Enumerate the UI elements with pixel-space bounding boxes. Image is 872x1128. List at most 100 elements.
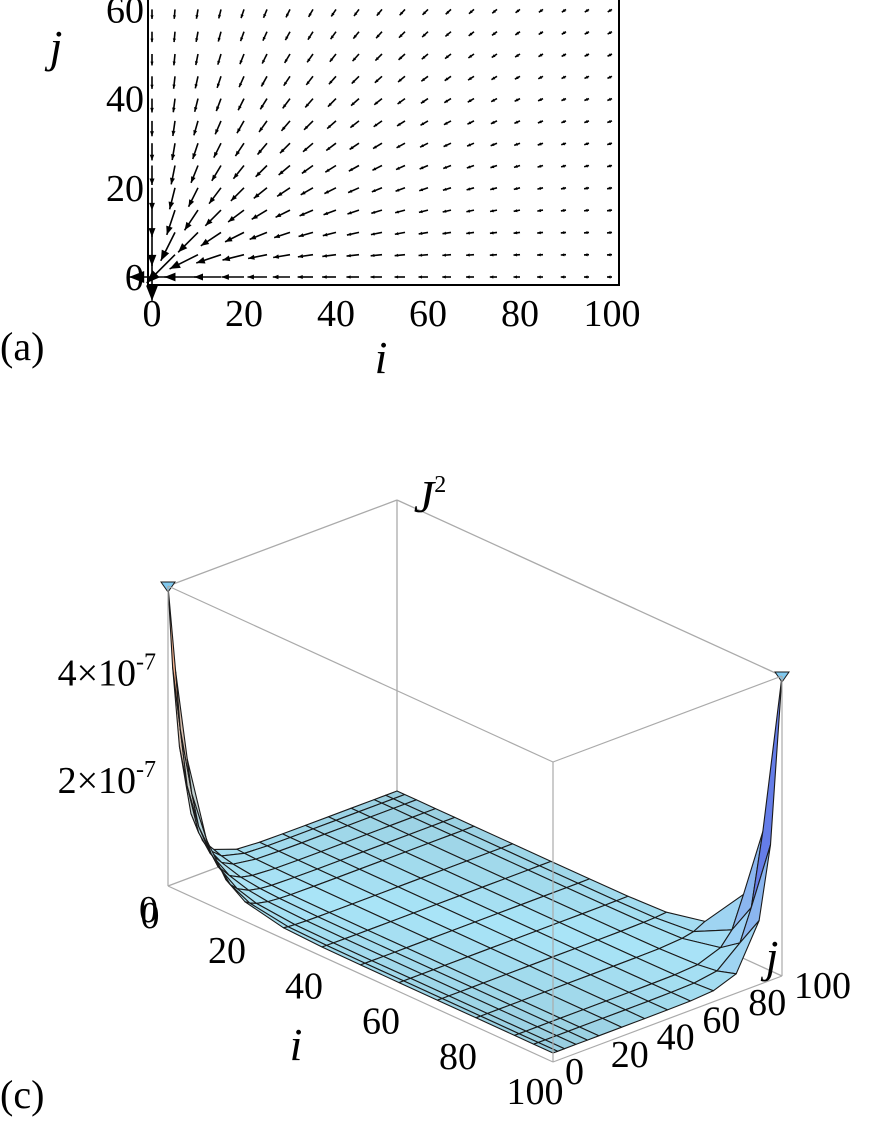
field-arrow-head — [561, 75, 566, 79]
field-arrow — [328, 75, 337, 85]
field-arrow-head — [422, 11, 427, 15]
field-arrow-head — [395, 210, 399, 214]
field-arrow-head — [607, 230, 611, 235]
field-arrow-head — [286, 13, 290, 18]
field-arrow — [239, 53, 245, 65]
field-arrow — [442, 187, 452, 192]
field-arrow-head — [299, 212, 305, 216]
field-arrow — [193, 120, 199, 136]
field-arrow — [513, 142, 521, 147]
field-arrow — [150, 98, 154, 113]
field-arrow-head — [170, 154, 176, 161]
field-arrow-head — [217, 37, 221, 42]
field-arrow — [394, 275, 405, 279]
field-arrow-head — [490, 165, 495, 169]
field-arrow — [297, 275, 313, 279]
field-arrow-head — [239, 60, 243, 65]
field-arrow-head — [191, 176, 196, 183]
field-arrow — [443, 97, 452, 104]
field-arrow — [224, 231, 245, 243]
field-arrow — [282, 98, 291, 109]
field-arrow — [513, 164, 521, 169]
field-arrow-head — [372, 167, 377, 171]
field-arrow — [418, 253, 429, 257]
field-arrow-head — [239, 82, 243, 88]
field-arrow — [491, 8, 498, 14]
box-edge — [552, 975, 783, 1063]
field-arrow — [259, 98, 268, 110]
field-arrow — [537, 164, 544, 168]
field-arrow — [372, 142, 383, 150]
field-arrow-head — [373, 123, 378, 127]
field-arrow — [323, 209, 337, 216]
field-arrow — [394, 231, 406, 236]
field-arrow — [607, 8, 613, 13]
field-arrow — [172, 76, 176, 89]
field-arrow-head — [285, 36, 289, 41]
field-arrow — [419, 187, 429, 192]
field-arrow — [442, 275, 451, 279]
field-arrow-head — [584, 230, 588, 235]
field-arrow — [398, 31, 406, 39]
field-arrow — [419, 142, 429, 148]
field-arrow — [513, 275, 520, 279]
field-arrow — [284, 31, 291, 41]
field-arrow-head — [466, 209, 471, 213]
field-arrow-head — [514, 76, 519, 80]
field-arrow — [583, 208, 590, 212]
field-arrow-head — [353, 34, 357, 39]
field-arrow — [172, 31, 176, 43]
field-arrow-head — [561, 164, 565, 168]
field-arrow-head — [184, 221, 192, 231]
field-arrow-head — [275, 213, 282, 218]
field-arrow — [538, 53, 544, 58]
field-arrow — [214, 120, 222, 135]
field-arrow-head — [466, 165, 471, 169]
field-arrow-head — [222, 255, 231, 262]
field-arrow-head — [233, 172, 239, 179]
field-arrow-head — [443, 121, 448, 125]
field-arrow-head — [491, 54, 496, 58]
panel-a-y-tick-label: 40 — [106, 79, 144, 121]
field-arrow-head — [218, 14, 222, 19]
field-arrow-head — [274, 233, 281, 238]
field-arrow — [606, 164, 613, 168]
field-arrow — [538, 8, 544, 13]
field-arrow-head — [514, 98, 519, 102]
field-arrow — [177, 231, 199, 253]
field-arrow-head — [375, 57, 379, 61]
field-arrow-head — [170, 177, 175, 185]
field-arrow — [165, 209, 176, 236]
field-arrow-head — [442, 187, 447, 191]
field-arrow-head — [561, 119, 566, 123]
panel-a-y-tick-label: 20 — [106, 168, 144, 210]
field-arrow-head — [537, 253, 541, 257]
field-arrow — [326, 120, 337, 130]
field-arrow — [606, 208, 613, 212]
field-arrow-head — [297, 254, 304, 259]
field-arrow — [373, 120, 383, 128]
field-arrow-head — [225, 236, 233, 242]
field-arrow-head — [560, 208, 565, 212]
field-arrow — [170, 165, 176, 185]
field-arrow — [305, 75, 314, 86]
field-arrow-head — [514, 120, 519, 124]
field-arrow — [584, 8, 590, 13]
field-arrow — [420, 97, 429, 104]
field-arrow — [237, 98, 245, 111]
field-arrow-head — [418, 275, 422, 279]
field-arrow-head — [584, 119, 589, 123]
field-arrow — [513, 209, 521, 213]
panel-a-x-tick-label: 0 — [143, 293, 162, 335]
field-arrow — [370, 275, 382, 279]
panel-c-j-tick-label: 80 — [748, 982, 786, 1024]
field-arrow-head — [584, 75, 589, 79]
field-arrow-head — [419, 188, 424, 192]
field-arrow — [325, 142, 337, 152]
field-arrow-head — [584, 208, 588, 212]
field-arrow-head — [221, 274, 229, 280]
field-arrow — [232, 165, 245, 180]
field-arrow — [194, 76, 199, 89]
field-arrow — [278, 164, 291, 176]
panel-c-i-tick-label: 0 — [141, 895, 160, 937]
